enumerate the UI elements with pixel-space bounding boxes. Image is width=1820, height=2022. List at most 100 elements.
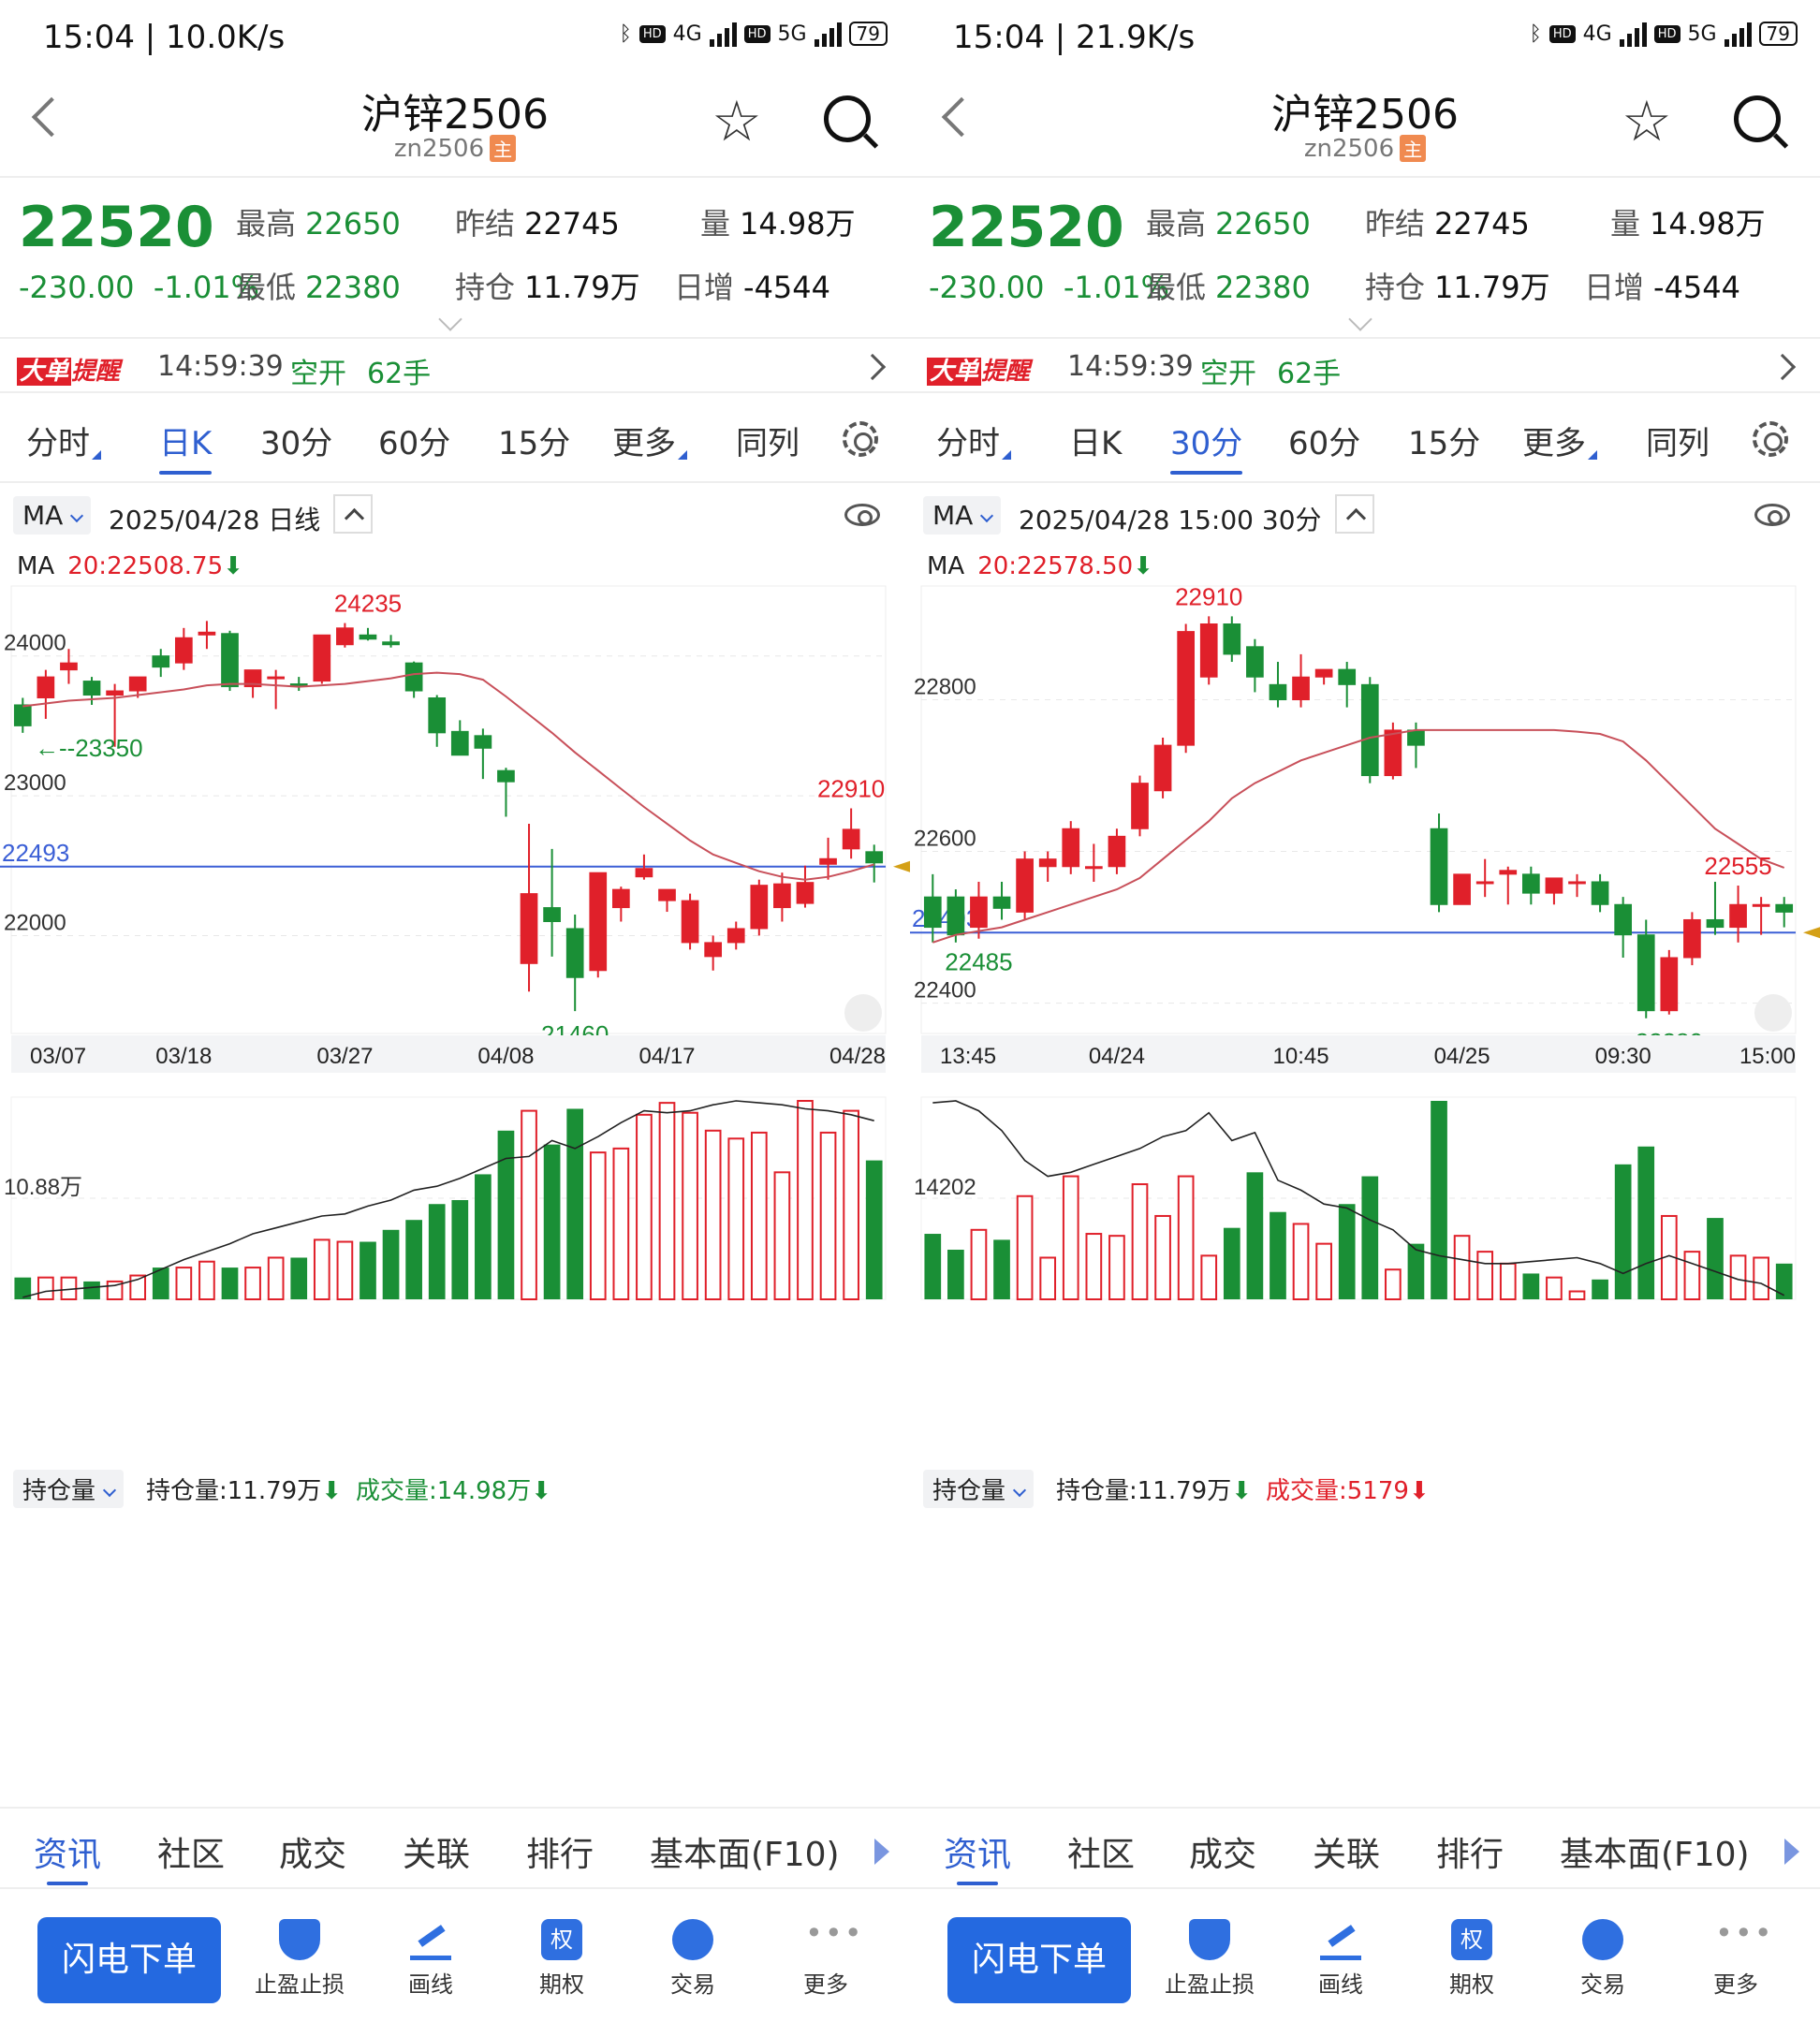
signal-icon-2: [1724, 21, 1752, 47]
lower-indicator-select[interactable]: 持仓量: [923, 1470, 1035, 1508]
tab-community[interactable]: 社区: [1067, 1836, 1136, 1874]
tab-ranking[interactable]: 排行: [1436, 1836, 1504, 1874]
candle-body: [404, 662, 423, 692]
eye-icon[interactable]: [1754, 504, 1790, 526]
badge-part2: 提醒: [981, 358, 1031, 386]
tab-ranking[interactable]: 排行: [526, 1836, 594, 1874]
gear-icon[interactable]: [843, 421, 878, 457]
volume-bar: [1270, 1211, 1286, 1299]
candle: [174, 627, 193, 670]
tab-related[interactable]: 关联: [1313, 1836, 1381, 1874]
flash-order-button[interactable]: 闪电下单: [947, 1917, 1131, 2003]
tab-more[interactable]: 更多: [1522, 418, 1597, 463]
signal-icon: [709, 21, 737, 47]
candle-body: [1706, 918, 1725, 929]
more-button[interactable]: ••• 更多: [1680, 1918, 1792, 1999]
stop-profit-loss-button[interactable]: 止盈止损: [1153, 1919, 1266, 1999]
volume-bar: [636, 1113, 653, 1301]
candle-body: [1360, 683, 1379, 777]
options-button[interactable]: 权期权: [506, 1919, 618, 1999]
tab-intraday[interactable]: 分时: [936, 418, 1011, 463]
more-button[interactable]: ••• 更多: [770, 1918, 882, 1999]
volume-bar: [1592, 1279, 1608, 1299]
scroll-right-icon[interactable]: [874, 1839, 889, 1865]
tab-30min[interactable]: 30分: [1170, 418, 1243, 475]
chevron-right-icon[interactable]: [1769, 353, 1797, 381]
volume-bar: [1177, 1175, 1195, 1300]
favorite-star-icon[interactable]: ☆: [1622, 89, 1672, 154]
trade-button[interactable]: 交易: [637, 1919, 749, 1999]
volume-bar: [1637, 1146, 1655, 1299]
volume-bar: [83, 1281, 100, 1299]
tab-daily[interactable]: 日K: [159, 418, 213, 475]
tab-news[interactable]: 资讯: [34, 1827, 101, 1885]
draw-line-button[interactable]: 画线: [374, 1919, 487, 1999]
tab-15min[interactable]: 15分: [498, 418, 570, 463]
tab-label: 同列: [736, 425, 800, 462]
x-axis-strip: [921, 1035, 1796, 1073]
tab-fundamentals[interactable]: 基本面(F10): [650, 1836, 840, 1874]
high-value: 22650: [305, 206, 401, 242]
tab-more[interactable]: 更多: [612, 418, 687, 463]
tab-compare[interactable]: 同列: [736, 418, 800, 463]
indicator-select[interactable]: MA: [13, 496, 92, 535]
candle: [1545, 877, 1563, 905]
candle-body: [1177, 631, 1196, 746]
tab-30min[interactable]: 30分: [260, 418, 332, 463]
indicator-select[interactable]: MA: [923, 496, 1002, 535]
lower-indicator-select[interactable]: 持仓量: [13, 1470, 125, 1508]
dropdown-corner-icon: [678, 450, 687, 460]
chevron-right-icon[interactable]: [859, 353, 887, 381]
candle: [1683, 912, 1701, 966]
oi-readout-text: 持仓量:11.79万: [146, 1477, 322, 1505]
tab-trades[interactable]: 成交: [1189, 1836, 1257, 1874]
kline-chart[interactable]: 2240022600228002249322910224852255522380…: [910, 580, 1820, 1479]
candle-body: [336, 627, 354, 646]
candle: [60, 649, 78, 684]
candle-body: [1545, 877, 1563, 894]
daily-change-stat: 日增 -4544: [1584, 264, 1740, 307]
search-icon[interactable]: [824, 95, 871, 142]
volume-bar: [1683, 1251, 1701, 1300]
kline-chart[interactable]: 2200023000240002249324235←--233502291021…: [0, 580, 910, 1479]
tab-related[interactable]: 关联: [403, 1836, 471, 1874]
flash-order-button[interactable]: 闪电下单: [37, 1917, 221, 2003]
tab-daily[interactable]: 日K: [1069, 418, 1122, 463]
candle-body: [174, 637, 193, 664]
options-button[interactable]: 权期权: [1416, 1919, 1528, 1999]
volume-bar: [1753, 1256, 1769, 1300]
screen-right: 15:04 | 21.9K/s ᛒ HD 4G HD 5G 79 沪锌2506 …: [910, 0, 1820, 2022]
gear-icon[interactable]: [1753, 421, 1788, 457]
tool-label: 更多: [1713, 1971, 1758, 1998]
y-tick-label: 23000: [4, 770, 66, 796]
candle: [1314, 668, 1333, 685]
trade-button[interactable]: 交易: [1547, 1919, 1659, 1999]
network-5g-label: 5G: [777, 22, 807, 46]
tab-trades[interactable]: 成交: [279, 1836, 347, 1874]
candle: [1223, 616, 1241, 663]
stop-profit-loss-button[interactable]: 止盈止损: [243, 1919, 356, 1999]
tab-compare[interactable]: 同列: [1646, 418, 1710, 463]
draw-line-button[interactable]: 画线: [1284, 1919, 1397, 1999]
scroll-right-icon[interactable]: [1784, 1839, 1799, 1865]
search-icon[interactable]: [1734, 95, 1781, 142]
tab-60min[interactable]: 60分: [1288, 418, 1360, 463]
daily-change-stat: 日增 -4544: [674, 264, 830, 307]
eye-icon[interactable]: [844, 504, 880, 526]
collapse-up-icon[interactable]: [1334, 494, 1374, 534]
tab-news[interactable]: 资讯: [944, 1827, 1011, 1885]
tab-60min[interactable]: 60分: [378, 418, 450, 463]
candle-body: [1591, 881, 1609, 905]
candle-body: [1660, 957, 1679, 1012]
tab-community[interactable]: 社区: [157, 1836, 226, 1874]
expand-quote-icon[interactable]: [1348, 307, 1372, 331]
tab-15min[interactable]: 15分: [1408, 418, 1480, 463]
big-order-alert[interactable]: 大单 提醒 14:59:39 空开 62手: [0, 341, 910, 393]
big-order-alert[interactable]: 大单 提醒 14:59:39 空开 62手: [910, 341, 1820, 393]
favorite-star-icon[interactable]: ☆: [712, 89, 762, 154]
expand-quote-icon[interactable]: [438, 307, 462, 331]
tab-intraday[interactable]: 分时: [26, 418, 101, 463]
candle-body: [13, 704, 32, 726]
tab-fundamentals[interactable]: 基本面(F10): [1560, 1836, 1750, 1874]
collapse-up-icon[interactable]: [333, 494, 374, 534]
